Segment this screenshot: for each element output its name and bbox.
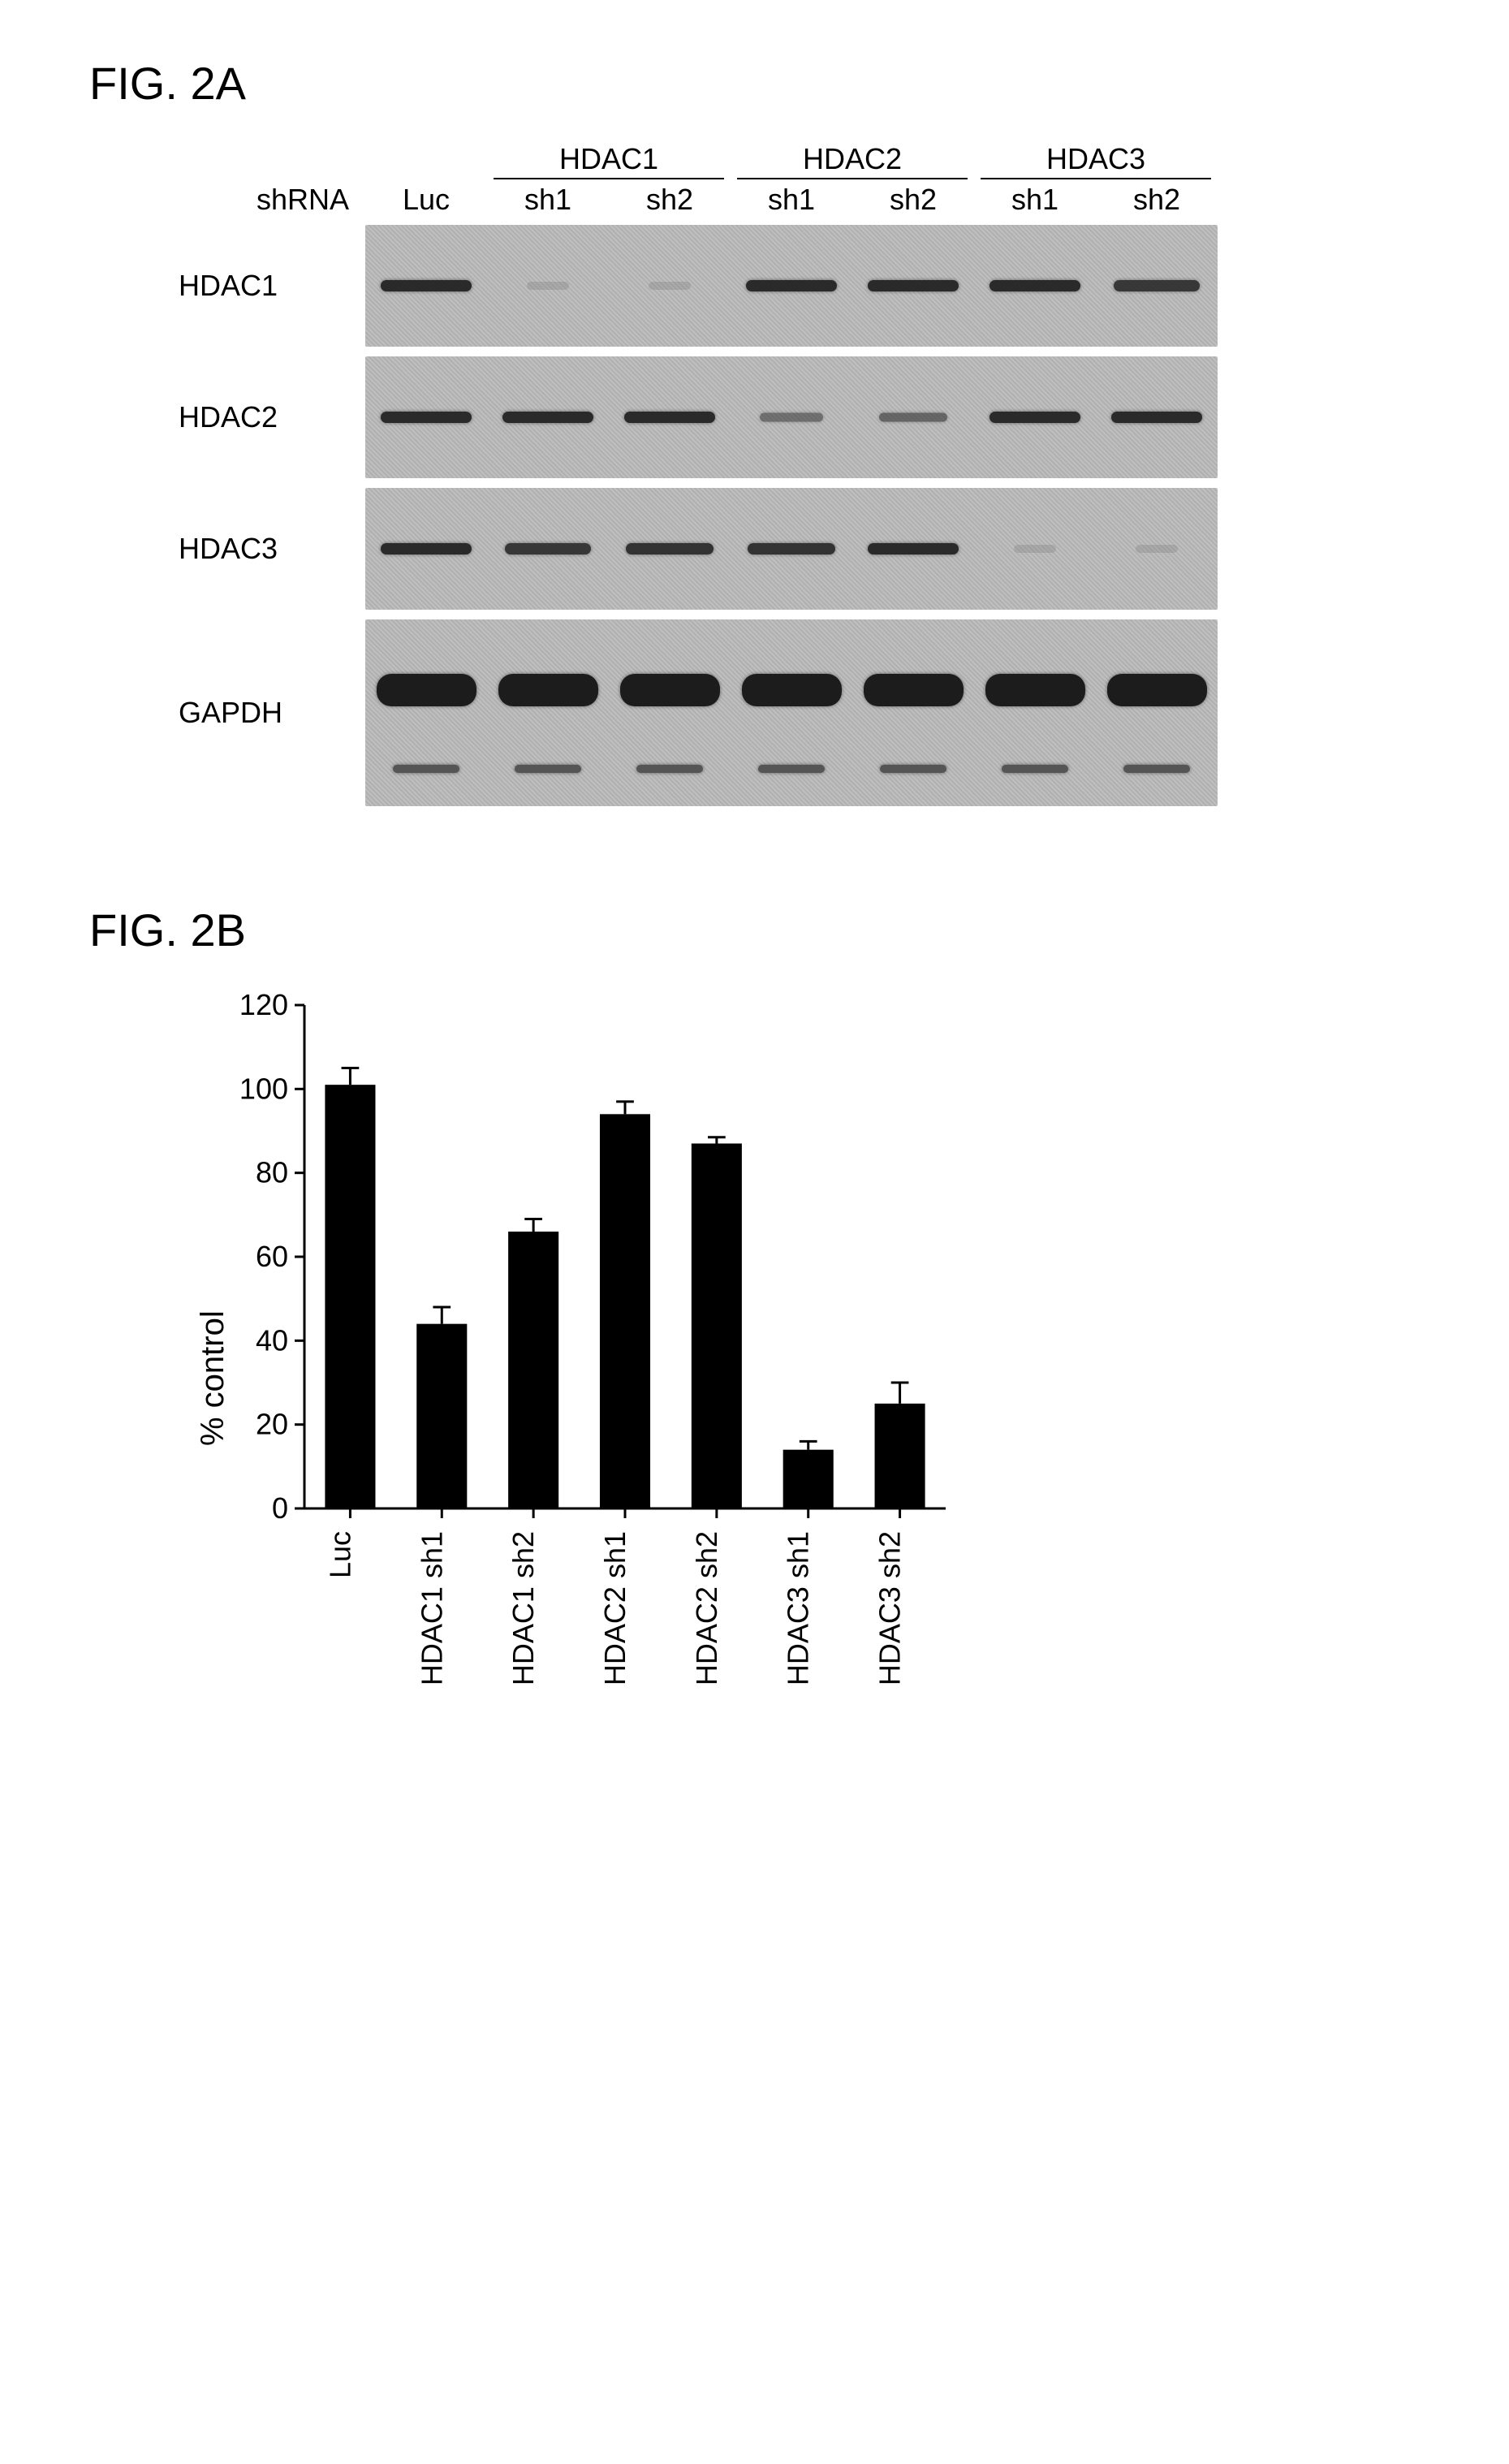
- group-hdac3: HDAC3: [974, 142, 1218, 176]
- col-sh1c: sh1: [974, 183, 1096, 217]
- svg-text:100: 100: [239, 1072, 288, 1105]
- group-label: HDAC1: [559, 142, 658, 175]
- blot-column-header: shRNA Luc sh1 sh2 sh1 sh2 sh1 sh2: [179, 183, 1428, 217]
- blot-row-hdac3: HDAC3: [179, 488, 1428, 610]
- row-label: HDAC2: [179, 400, 365, 434]
- row-label: HDAC1: [179, 269, 365, 303]
- bar-chart: 0 20 40 60 80 100 120 Luc HDAC1 sh1 HDAC1 sh2 HDAC…: [231, 989, 962, 1768]
- blot-row-hdac2: HDAC2: [179, 356, 1428, 478]
- figure-2a-label: FIG. 2A: [89, 57, 1428, 110]
- col-sh2b: sh2: [852, 183, 974, 217]
- x-tick-label: HDAC1 sh1: [415, 1531, 448, 1685]
- x-tick-label: HDAC2 sh2: [690, 1531, 723, 1685]
- bar-chart-svg: 0 20 40 60 80 100 120 Luc HDAC1 sh1 HDAC1 sh2 HDAC…: [231, 989, 962, 1768]
- blot-strip: [365, 356, 1218, 478]
- x-tick-label: HDAC1 sh2: [507, 1531, 540, 1685]
- svg-text:20: 20: [256, 1408, 288, 1441]
- group-hdac2: HDAC2: [731, 142, 974, 176]
- x-tick-label: Luc: [323, 1531, 356, 1578]
- x-tick-label: HDAC3 sh2: [873, 1531, 907, 1685]
- row-label: HDAC3: [179, 532, 365, 566]
- col-sh2a: sh2: [609, 183, 731, 217]
- y-axis-label: % control: [179, 989, 231, 1768]
- x-tick-label: HDAC2 sh1: [598, 1531, 632, 1685]
- svg-text:80: 80: [256, 1156, 288, 1189]
- col-sh1b: sh1: [731, 183, 852, 217]
- col-sh2c: sh2: [1096, 183, 1218, 217]
- svg-text:0: 0: [272, 1491, 288, 1525]
- blot-group-header: HDAC1 HDAC2 HDAC3: [365, 142, 1428, 176]
- group-label: HDAC3: [1046, 142, 1145, 175]
- col-luc: Luc: [365, 183, 487, 217]
- blot-strip: [365, 619, 1218, 806]
- blot-row-hdac1: HDAC1: [179, 225, 1428, 347]
- svg-text:40: 40: [256, 1323, 288, 1357]
- blot-strip: [365, 488, 1218, 610]
- svg-text:60: 60: [256, 1240, 288, 1273]
- figure-2b-label: FIG. 2B: [89, 904, 1428, 956]
- col-sh1a: sh1: [487, 183, 609, 217]
- figure-2a: HDAC1 HDAC2 HDAC3 shRNA Luc sh1 sh2 sh1 …: [179, 142, 1428, 806]
- shrna-row-title: shRNA: [179, 183, 365, 217]
- group-hdac1: HDAC1: [487, 142, 731, 176]
- group-label: HDAC2: [803, 142, 902, 175]
- blot-strip: [365, 225, 1218, 347]
- svg-text:120: 120: [239, 989, 288, 1021]
- x-tick-label: HDAC3 sh1: [782, 1531, 815, 1685]
- row-label: GAPDH: [179, 696, 365, 730]
- figure-2b: % control 0 20 40 60 80 100 120 Luc HDAC1 sh1 HDA…: [179, 989, 1428, 1768]
- blot-row-gapdh: GAPDH: [179, 619, 1428, 806]
